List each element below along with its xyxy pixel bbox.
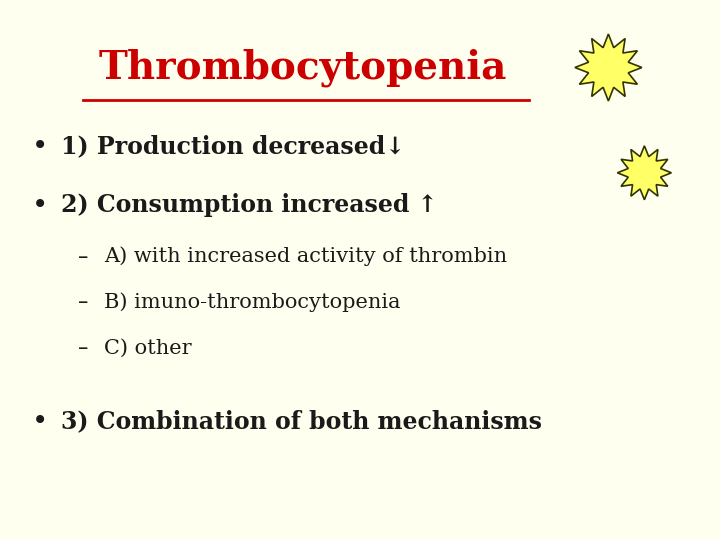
- Text: C) other: C) other: [104, 339, 192, 358]
- Text: 1) Production decreased↓: 1) Production decreased↓: [61, 134, 405, 158]
- Text: –: –: [78, 292, 88, 313]
- Text: B) imuno-thrombocytopenia: B) imuno-thrombocytopenia: [104, 293, 401, 312]
- Text: –: –: [78, 246, 88, 267]
- Text: –: –: [78, 338, 88, 359]
- Polygon shape: [575, 34, 642, 101]
- Text: •: •: [32, 191, 48, 219]
- Text: •: •: [32, 407, 48, 435]
- Polygon shape: [618, 146, 671, 200]
- Text: A) with increased activity of thrombin: A) with increased activity of thrombin: [104, 247, 508, 266]
- Text: 2) Consumption increased ↑: 2) Consumption increased ↑: [61, 193, 438, 217]
- Text: •: •: [32, 132, 48, 160]
- Text: 3) Combination of both mechanisms: 3) Combination of both mechanisms: [61, 409, 542, 433]
- Text: Thrombocytopenia: Thrombocytopenia: [98, 49, 507, 87]
